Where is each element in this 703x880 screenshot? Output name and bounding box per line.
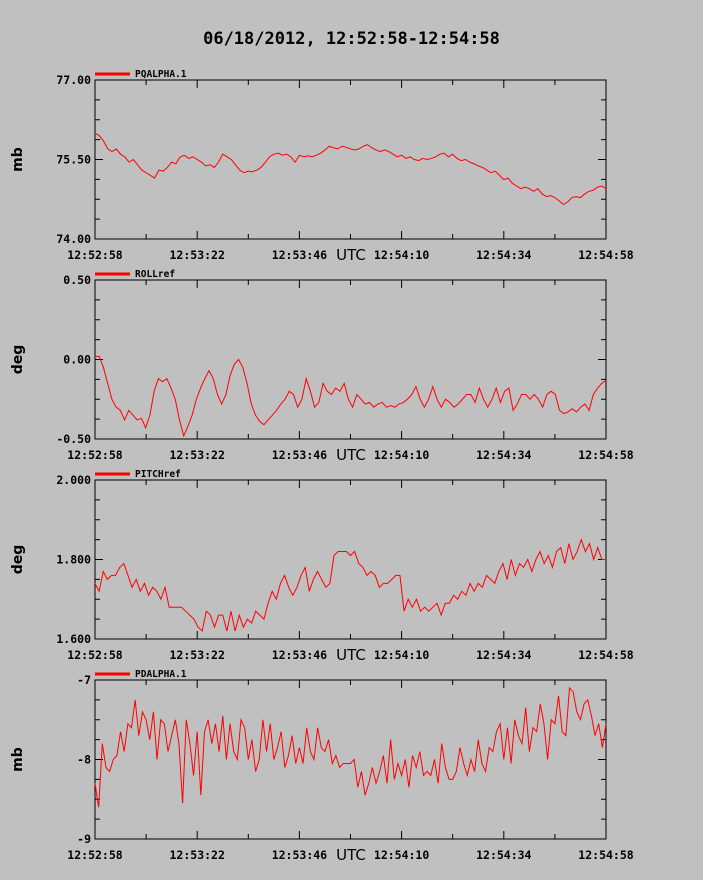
- x-tick-label: 12:54:10: [374, 448, 429, 462]
- x-axis-label: UTC: [336, 646, 366, 664]
- x-tick-label: 12:54:58: [578, 248, 633, 262]
- series-line: [94, 538, 606, 633]
- x-tick-label: 12:54:10: [374, 248, 429, 262]
- y-tick-label: 75.50: [56, 153, 91, 167]
- y-tick-label: -0.50: [56, 432, 91, 446]
- series-line: [95, 355, 607, 438]
- plot-frame: [94, 679, 607, 840]
- legend-label: PITCHref: [135, 469, 181, 480]
- x-tick-label: 12:53:46: [272, 448, 327, 462]
- y-tick-label: 2.000: [56, 473, 91, 487]
- x-tick-label: 12:53:46: [272, 248, 327, 262]
- y-tick-label: 1.800: [56, 553, 91, 567]
- series-line: [94, 132, 607, 206]
- x-tick-label: 12:54:34: [476, 648, 531, 662]
- x-tick-label: 12:54:34: [476, 248, 531, 262]
- x-axis-label: UTC: [336, 246, 366, 264]
- x-tick-label: 12:54:34: [476, 448, 531, 462]
- legend-label: ROLLref: [135, 269, 175, 280]
- y-tick-label: -8: [77, 753, 91, 767]
- y-tick-label: 77.00: [56, 73, 91, 87]
- series-line: [94, 686, 607, 808]
- x-tick-label: 12:53:22: [170, 448, 225, 462]
- y-tick-label: 0.00: [63, 353, 91, 367]
- x-tick-label: 12:54:10: [374, 648, 429, 662]
- legend-label: PQALPHA.1: [135, 69, 187, 80]
- page-title: 06/18/2012, 12:52:58-12:54:58: [203, 29, 500, 49]
- x-tick-label: 12:54:10: [374, 848, 429, 862]
- y-axis-label: mb: [10, 747, 26, 772]
- legend-label: PDALPHA.1: [135, 669, 187, 680]
- y-axis-label: deg: [10, 545, 26, 575]
- x-axis-label: UTC: [336, 446, 366, 464]
- x-tick-label: 12:53:46: [272, 848, 327, 862]
- plot-frame: [94, 479, 607, 640]
- y-tick-label: 1.600: [56, 632, 91, 646]
- x-tick-label: 12:54:34: [476, 848, 531, 862]
- x-tick-label: 12:52:58: [67, 648, 122, 662]
- x-tick-label: 12:53:22: [170, 648, 225, 662]
- x-tick-label: 12:52:58: [67, 448, 122, 462]
- y-axis-label: deg: [10, 345, 26, 375]
- x-tick-label: 12:54:58: [578, 448, 633, 462]
- x-tick-label: 12:54:58: [578, 848, 633, 862]
- x-tick-label: 12:53:22: [170, 248, 225, 262]
- x-tick-label: 12:54:58: [578, 648, 633, 662]
- plot-frame: [94, 279, 607, 440]
- y-tick-label: 0.50: [63, 273, 91, 287]
- y-tick-label: 74.00: [56, 232, 91, 246]
- x-tick-label: 12:53:22: [170, 848, 225, 862]
- x-tick-label: 12:52:58: [67, 848, 122, 862]
- x-tick-label: 12:52:58: [67, 248, 122, 262]
- y-tick-label: -9: [77, 832, 91, 846]
- x-tick-label: 12:53:46: [272, 648, 327, 662]
- y-axis-label: mb: [10, 147, 26, 172]
- y-tick-label: -7: [77, 673, 91, 687]
- plot-frame: [94, 79, 607, 240]
- x-axis-label: UTC: [336, 846, 366, 864]
